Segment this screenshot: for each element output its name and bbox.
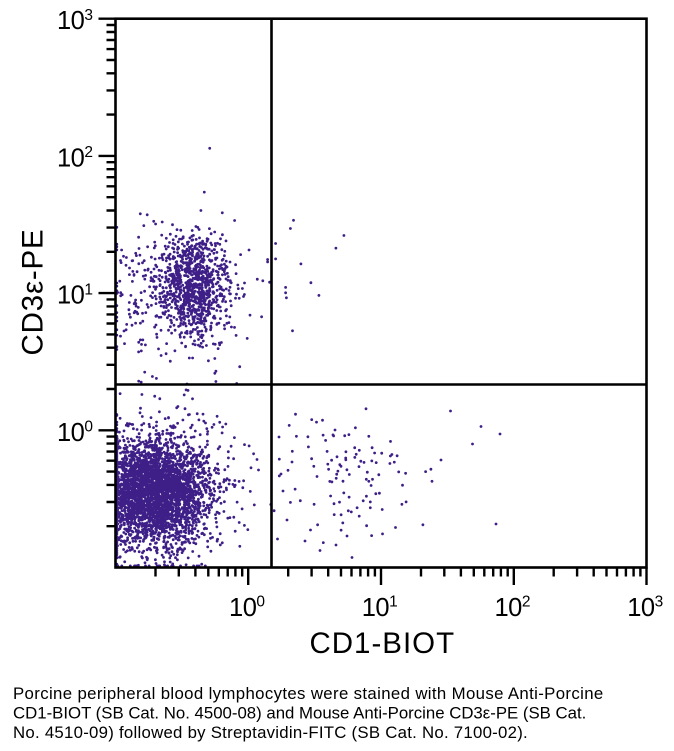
svg-text:CD3ε-PE: CD3ε-PE xyxy=(17,229,50,356)
svg-text:100: 100 xyxy=(229,594,265,622)
svg-text:Porcine peripheral blood lymph: Porcine peripheral blood lymphocytes wer… xyxy=(13,684,604,703)
svg-text:103: 103 xyxy=(627,594,663,622)
svg-text:No. 4510-09) followed by Strep: No. 4510-09) followed by Streptavidin-FI… xyxy=(13,723,528,742)
svg-text:CD1-BIOT: CD1-BIOT xyxy=(309,627,455,660)
svg-text:CD1-BIOT (SB Cat. No. 4500-08): CD1-BIOT (SB Cat. No. 4500-08) and Mouse… xyxy=(13,703,586,722)
